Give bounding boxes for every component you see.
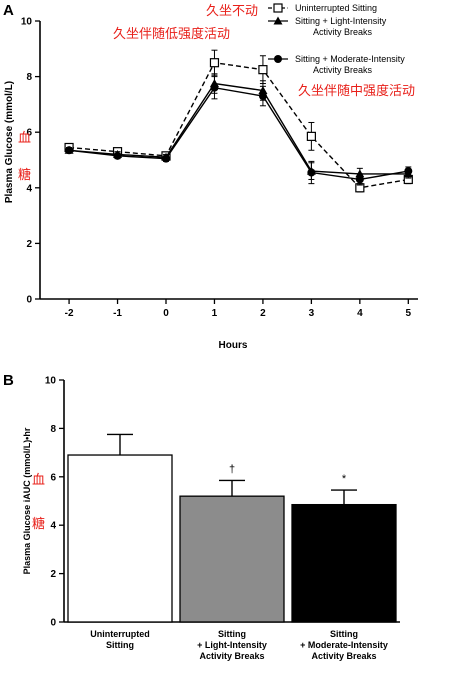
panel-b-y-ticks: 0 2 4 6 8 10	[45, 376, 64, 629]
legend-label-light-line-1: Sitting + Light-Intensity	[295, 16, 387, 26]
b-y-tick-label-2: 4	[50, 521, 56, 532]
series-2-point-2	[162, 154, 170, 163]
series-0-line	[69, 61, 409, 189]
bar-1	[179, 495, 285, 623]
panel-b-label: B	[3, 372, 14, 389]
series-0-point-3	[209, 58, 220, 68]
panel-b: B Plasma Glucose iAUC (mmol/L)•hr 0 2 4 6 8 1…	[3, 372, 400, 661]
annotation-b-blood-char: 血	[32, 473, 45, 488]
legend-label-uninterrupted: Uninterrupted Sitting	[295, 3, 377, 13]
bar-2	[291, 503, 397, 623]
x-tick-label-0: -2	[65, 308, 74, 319]
series-0-point-4	[258, 65, 268, 75]
legend-label-moderate-line-2: Activity Breaks	[313, 65, 373, 75]
y-tick-label-0: 0	[26, 295, 32, 306]
bar-group-0	[67, 433, 173, 623]
panel-a: A Plasma Glucose (mmol/L) Hours 0246810 …	[3, 2, 418, 351]
annotation-light-activity: 久坐伴随低强度活动	[113, 26, 230, 42]
y-tick-label-2: 4	[26, 183, 32, 194]
series-2-point-4	[258, 92, 267, 101]
category-label-2-line-2: Activity Breaks	[311, 651, 376, 661]
legend-square-marker	[273, 3, 283, 13]
legend-label-light-line-2: Activity Breaks	[313, 27, 373, 37]
y-tick-label-3: 6	[26, 128, 32, 139]
bar-2-significance-mark: *	[342, 473, 347, 485]
b-y-tick-label-1: 2	[50, 569, 56, 580]
panel-a-x-ticks: -2 -1 0 1 2 3 4 5	[65, 299, 412, 319]
legend-triangle-marker	[273, 16, 283, 25]
annotation-sedentary: 久坐不动	[206, 4, 258, 19]
category-label-1-line-2: Activity Breaks	[199, 651, 264, 661]
legend-moderate-intensity: Sitting + Moderate-Intensity Activity Br…	[268, 54, 405, 75]
x-tick-label-5: 3	[309, 308, 315, 319]
series-0-point-5	[306, 131, 316, 141]
b-y-tick-label-5: 10	[45, 376, 57, 387]
series-1-line	[69, 82, 409, 175]
b-y-tick-label-0: 0	[50, 618, 56, 629]
panel-a-y-axis-title: Plasma Glucose (mmol/L)	[4, 81, 15, 203]
panel-a-series	[64, 49, 413, 193]
category-label-0-line-0: Uninterrupted	[90, 629, 150, 639]
series-2-point-1	[113, 151, 122, 160]
legend-uninterrupted-sitting: Uninterrupted Sitting	[268, 3, 377, 13]
series-2	[65, 76, 413, 186]
legend-label-moderate-line-1: Sitting + Moderate-Intensity	[295, 54, 405, 64]
bar-1-significance-mark: †	[229, 463, 235, 475]
series-2-line	[68, 86, 409, 181]
panel-b-bars: †*	[67, 433, 397, 623]
series-2-point-6	[355, 175, 364, 184]
panel-a-legend: Uninterrupted Sitting Sitting + Light-In…	[268, 3, 405, 75]
legend-circle-marker	[274, 55, 282, 63]
x-tick-label-7: 5	[406, 308, 412, 319]
annotation-moderate-activity: 久坐伴随中强度活动	[298, 83, 415, 99]
panel-b-y-axis-title: Plasma Glucose iAUC (mmol/L)•hr	[22, 427, 32, 574]
x-tick-label-6: 4	[357, 308, 363, 319]
bar-group-1: †	[179, 463, 285, 623]
category-label-1-line-1: + Light-Intensity	[197, 640, 267, 650]
x-tick-label-3: 1	[212, 308, 218, 319]
annotation-blood-char: 血	[18, 131, 31, 146]
b-y-tick-label-3: 6	[50, 472, 56, 483]
y-tick-label-5: 10	[21, 17, 33, 28]
series-2-point-5	[307, 168, 316, 177]
bar-0	[67, 454, 173, 623]
b-y-tick-label-4: 8	[50, 424, 56, 435]
x-tick-label-1: -1	[113, 308, 122, 319]
series-2-point-0	[65, 146, 74, 155]
x-tick-label-2: 0	[163, 308, 169, 319]
annotation-b-sugar-char: 糖	[32, 516, 45, 532]
y-tick-label-1: 2	[26, 239, 32, 250]
series-2-point-3	[210, 83, 219, 92]
y-tick-label-4: 8	[26, 72, 32, 83]
panel-a-x-axis-title: Hours	[219, 340, 248, 351]
panel-a-label: A	[3, 2, 14, 19]
category-label-0-line-1: Sitting	[106, 640, 134, 650]
category-label-2-line-0: Sitting	[330, 629, 358, 639]
annotation-sugar-char: 糖	[18, 167, 31, 183]
category-label-2-line-1: + Moderate-Intensity	[300, 640, 388, 650]
panel-a-y-ticks: 0 2 4 6 8 10	[21, 17, 40, 306]
category-label-1-line-0: Sitting	[218, 629, 246, 639]
bar-group-2: *	[291, 473, 397, 623]
series-2-point-7	[404, 167, 413, 176]
legend-light-intensity: Sitting + Light-Intensity Activity Break…	[268, 16, 387, 37]
x-tick-label-4: 2	[260, 308, 266, 319]
